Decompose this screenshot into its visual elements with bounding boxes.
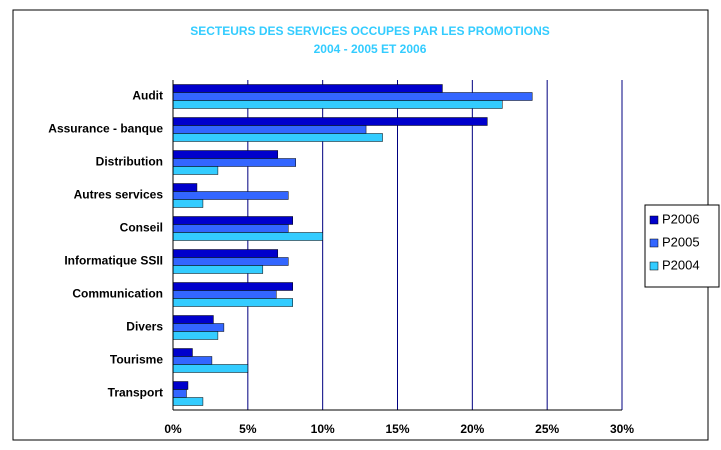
bar [172, 389, 187, 398]
y-tick-label: Tourisme [110, 353, 163, 367]
bar [172, 331, 219, 340]
legend-swatch [649, 261, 659, 271]
bar [172, 298, 293, 307]
bar [172, 92, 533, 101]
chart-frame [12, 9, 709, 441]
bar [172, 257, 289, 266]
x-tick-label: 5% [239, 422, 257, 436]
bar [172, 150, 279, 159]
bar [172, 125, 367, 134]
bar [172, 290, 277, 299]
x-tick-label: 15% [385, 422, 409, 436]
bar [172, 323, 225, 332]
y-tick-label: Assurance - banque [48, 122, 163, 136]
chart-subtitle: 2004 - 2005 ET 2006 [314, 42, 427, 56]
x-tick-label: 0% [164, 422, 182, 436]
bar [172, 117, 488, 126]
x-tick-label: 25% [535, 422, 559, 436]
bar [172, 224, 289, 233]
x-tick-label: 20% [460, 422, 484, 436]
legend-swatch [649, 215, 659, 225]
bar [172, 381, 189, 390]
y-tick-label: Autres services [74, 188, 164, 202]
bar [172, 199, 204, 208]
bar [172, 191, 289, 200]
y-tick-label: Distribution [96, 155, 163, 169]
y-tick-label: Audit [132, 89, 163, 103]
bar [172, 249, 279, 258]
x-tick-label: 30% [610, 422, 634, 436]
bar [172, 216, 293, 225]
chart-title: SECTEURS DES SERVICES OCCUPES PAR LES PR… [190, 24, 550, 38]
bar [172, 282, 293, 291]
bar [172, 397, 204, 406]
legend-label: P2006 [662, 211, 700, 226]
bar [172, 265, 264, 274]
bar [172, 315, 214, 324]
legend-swatch [649, 238, 659, 248]
bar [172, 133, 383, 142]
x-tick-label: 10% [311, 422, 335, 436]
y-tick-label: Communication [72, 287, 163, 301]
y-tick-label: Conseil [120, 221, 163, 235]
y-tick-label: Transport [108, 386, 163, 400]
bar [172, 356, 213, 365]
y-tick-label: Informatique SSII [64, 254, 163, 268]
bar [172, 364, 249, 373]
bar [172, 166, 219, 175]
legend-label: P2004 [662, 257, 700, 272]
legend-label: P2005 [662, 234, 700, 249]
bar [172, 232, 323, 241]
bar [172, 84, 443, 93]
bar [172, 100, 503, 109]
y-tick-label: Divers [126, 320, 163, 334]
bar [172, 183, 198, 192]
bar [172, 348, 193, 357]
bar [172, 158, 296, 167]
